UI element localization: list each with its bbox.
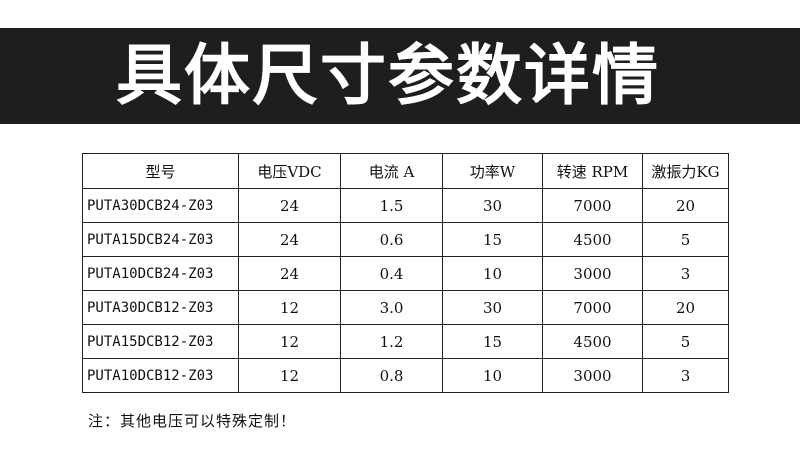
value-cell: 5: [642, 324, 729, 359]
column-header: 激振力KG: [642, 153, 729, 189]
table-row: PUTA30DCB12-Z03 12 3.0 30 7000 20: [82, 290, 729, 325]
model-cell: PUTA30DCB12-Z03: [82, 290, 239, 325]
value-cell: 1.5: [340, 188, 443, 223]
model-cell: PUTA30DCB24-Z03: [82, 188, 239, 223]
table-row: PUTA30DCB24-Z03 24 1.5 30 7000 20: [82, 188, 729, 223]
value-cell: 3000: [542, 256, 643, 291]
table-row: PUTA10DCB12-Z03 12 0.8 10 3000 3: [82, 358, 729, 393]
value-cell: 3000: [542, 358, 643, 393]
page-title: 具体尺寸参数详情: [116, 37, 660, 114]
table-header-row: 型号 电压VDC 电流 A 功率W 转速 RPM 激振力KG: [82, 153, 729, 189]
value-cell: 12: [238, 290, 341, 325]
column-header: 功率W: [442, 153, 543, 189]
value-cell: 20: [642, 290, 729, 325]
model-cell: PUTA15DCB24-Z03: [82, 222, 239, 257]
value-cell: 0.8: [340, 358, 443, 393]
value-cell: 3.0: [340, 290, 443, 325]
value-cell: 1.2: [340, 324, 443, 359]
value-cell: 0.6: [340, 222, 443, 257]
value-cell: 4500: [542, 324, 643, 359]
value-cell: 15: [442, 324, 543, 359]
table-row: PUTA15DCB24-Z03 24 0.6 15 4500 5: [82, 222, 729, 257]
value-cell: 7000: [542, 290, 643, 325]
value-cell: 3: [642, 256, 729, 291]
value-cell: 0.4: [340, 256, 443, 291]
table-row: PUTA15DCB12-Z03 12 1.2 15 4500 5: [82, 324, 729, 359]
spec-table: 型号 电压VDC 电流 A 功率W 转速 RPM 激振力KG PUTA30DCB24-Z0…: [82, 153, 729, 393]
value-cell: 12: [238, 324, 341, 359]
column-header: 电压VDC: [238, 153, 341, 189]
value-cell: 4500: [542, 222, 643, 257]
value-cell: 30: [442, 290, 543, 325]
value-cell: 7000: [542, 188, 643, 223]
value-cell: 20: [642, 188, 729, 223]
table-row: PUTA10DCB24-Z03 24 0.4 10 3000 3: [82, 256, 729, 291]
value-cell: 24: [238, 256, 341, 291]
value-cell: 15: [442, 222, 543, 257]
footnote: 注：其他电压可以特殊定制！: [88, 412, 297, 430]
value-cell: 24: [238, 188, 341, 223]
column-header: 转速 RPM: [542, 153, 643, 189]
value-cell: 5: [642, 222, 729, 257]
model-cell: PUTA10DCB12-Z03: [82, 358, 239, 393]
value-cell: 10: [442, 358, 543, 393]
title-banner: 具体尺寸参数详情: [0, 28, 800, 124]
value-cell: 12: [238, 358, 341, 393]
column-header: 电流 A: [340, 153, 443, 189]
value-cell: 3: [642, 358, 729, 393]
value-cell: 30: [442, 188, 543, 223]
model-cell: PUTA15DCB12-Z03: [82, 324, 239, 359]
column-header: 型号: [82, 153, 239, 189]
value-cell: 10: [442, 256, 543, 291]
model-cell: PUTA10DCB24-Z03: [82, 256, 239, 291]
value-cell: 24: [238, 222, 341, 257]
